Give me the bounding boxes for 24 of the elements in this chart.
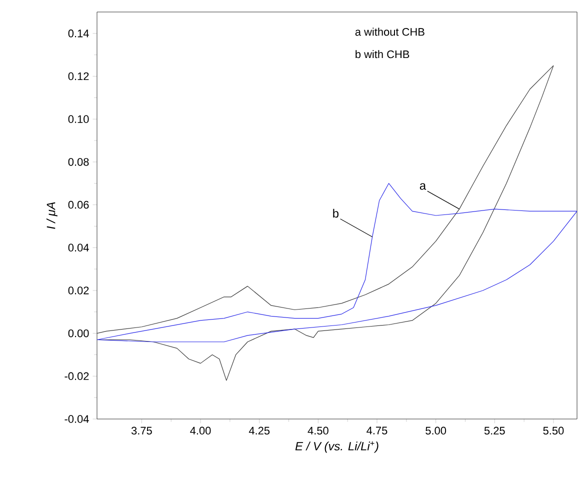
y-tick-label: 0.04 (68, 244, 89, 252)
y-tick-label: 0.12 (68, 72, 89, 80)
x-tick-label: 4.75 (366, 426, 388, 434)
y-tick-label: 0.10 (68, 115, 89, 123)
y-tick-label: 0.08 (68, 158, 89, 166)
annotation: a (420, 183, 426, 190)
annotation: b (333, 208, 338, 218)
y-tick-label: 0.00 (68, 329, 89, 338)
x-tick-label: 3.75 (131, 426, 152, 435)
x-tick-label: 4.25 (248, 426, 270, 435)
x-axis-title: E / V (vs. Li/Li$^{+}$) (295, 441, 378, 453)
x-tick-label: 4.50 (308, 426, 328, 435)
y-tick-label: 0.02 (68, 286, 89, 294)
y-tick-label: -0.04 (64, 415, 89, 423)
annotation: a without CHB (355, 28, 424, 36)
y-tick-label: -0.02 (64, 372, 89, 380)
x-tick-label: 5.00 (426, 426, 446, 435)
y-axis-title: I / μA (46, 202, 58, 229)
y-tick-label: 0.06 (68, 200, 89, 209)
x-tick-label: 4.00 (190, 426, 211, 435)
y-tick-label: 0.14 (68, 30, 89, 38)
x-tick-label: 5.25 (484, 426, 505, 435)
annotation: b with CHB (356, 50, 410, 58)
x-tick-label: 5.50 (543, 426, 564, 435)
